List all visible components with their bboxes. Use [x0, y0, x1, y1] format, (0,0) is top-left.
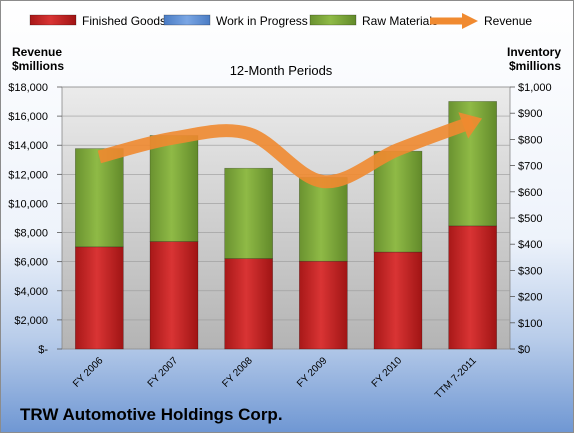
revenue-point-fy-2006 [98, 155, 101, 158]
revenue-point-fy-2009 [322, 180, 325, 183]
bars [75, 101, 497, 350]
bar-raw-materials-fy-2006 [75, 148, 124, 248]
revenue-point-fy-2007 [173, 136, 176, 139]
right-tick-label: $400 [518, 239, 542, 251]
right-tick-label: $900 [518, 108, 542, 120]
left-tick-label: $4,000 [14, 286, 48, 298]
legend-label: Raw Materials [362, 14, 438, 28]
right-tick-label: $500 [518, 213, 542, 225]
left-axis-ticks: $- $2,000 $4,000 $6,000 $8,000 $10,000 $12,000… [8, 82, 62, 356]
revenue-line [97, 112, 483, 189]
revenue-arrowhead [458, 112, 483, 139]
revenue-point-fy-2008 [247, 132, 250, 135]
left-tick-label: $2,000 [14, 315, 48, 327]
left-tick-label: $12,000 [8, 169, 48, 181]
left-tick-label: $6,000 [14, 257, 48, 269]
legend-swatch-work-in-progress [163, 14, 211, 26]
bar-finished-goods-ttm-7-2011 [448, 225, 497, 350]
left-axis-title-line1: Revenue [12, 45, 62, 59]
left-tick-label: $8,000 [14, 228, 48, 240]
legend-revenue-arrow [462, 13, 478, 29]
right-axis-ticks: $0 $100 $200 $300 $400 $500 $600 $700 $800 $900 $1… [510, 82, 552, 356]
right-tick-label: $0 [518, 344, 530, 356]
right-tick-label: $600 [518, 187, 542, 199]
left-tick-label: $18,000 [8, 82, 48, 94]
legend-label: Finished Goods [82, 14, 166, 28]
revenue-point-ttm-7-2011 [471, 120, 474, 123]
legend: Finished Goods Work in Progress Raw Materi… [29, 13, 532, 29]
left-tick-label: $16,000 [8, 111, 48, 123]
left-tick-label: $- [38, 344, 48, 356]
bar-raw-materials-fy-2008 [224, 167, 273, 259]
right-tick-label: $300 [518, 265, 542, 277]
left-tick-label: $14,000 [8, 140, 48, 152]
bar-finished-goods-fy-2006 [75, 246, 124, 350]
legend-swatch-finished-goods [29, 14, 77, 26]
legend-label: Work in Progress [216, 14, 308, 28]
left-tick-label: $10,000 [8, 198, 48, 210]
legend-swatch-raw-materials [309, 14, 357, 26]
left-axis-title-line2: $millions [12, 59, 64, 73]
right-tick-label: $200 [518, 292, 542, 304]
right-tick-label: $700 [518, 161, 542, 173]
bar-finished-goods-fy-2010 [373, 251, 423, 350]
right-tick-label: $100 [518, 318, 542, 330]
company-name: TRW Automotive Holdings Corp. [20, 405, 283, 424]
bar-raw-materials-fy-2010 [373, 150, 423, 253]
revenue-point-fy-2010 [397, 148, 400, 151]
bar-finished-goods-fy-2008 [224, 258, 273, 350]
bar-finished-goods-fy-2007 [149, 241, 199, 350]
right-tick-label: $800 [518, 134, 542, 146]
right-tick-label: $1,000 [518, 82, 552, 94]
legend-label: Revenue [484, 14, 532, 28]
revenue-line-path [97, 115, 475, 189]
chart-title: 12-Month Periods [230, 63, 333, 78]
right-axis-title-line2: $millions [509, 59, 561, 73]
bar-raw-materials-fy-2009 [299, 177, 348, 262]
right-axis-title-line1: Inventory [507, 45, 561, 59]
bar-raw-materials-fy-2007 [149, 135, 199, 242]
bar-finished-goods-fy-2009 [299, 260, 348, 350]
